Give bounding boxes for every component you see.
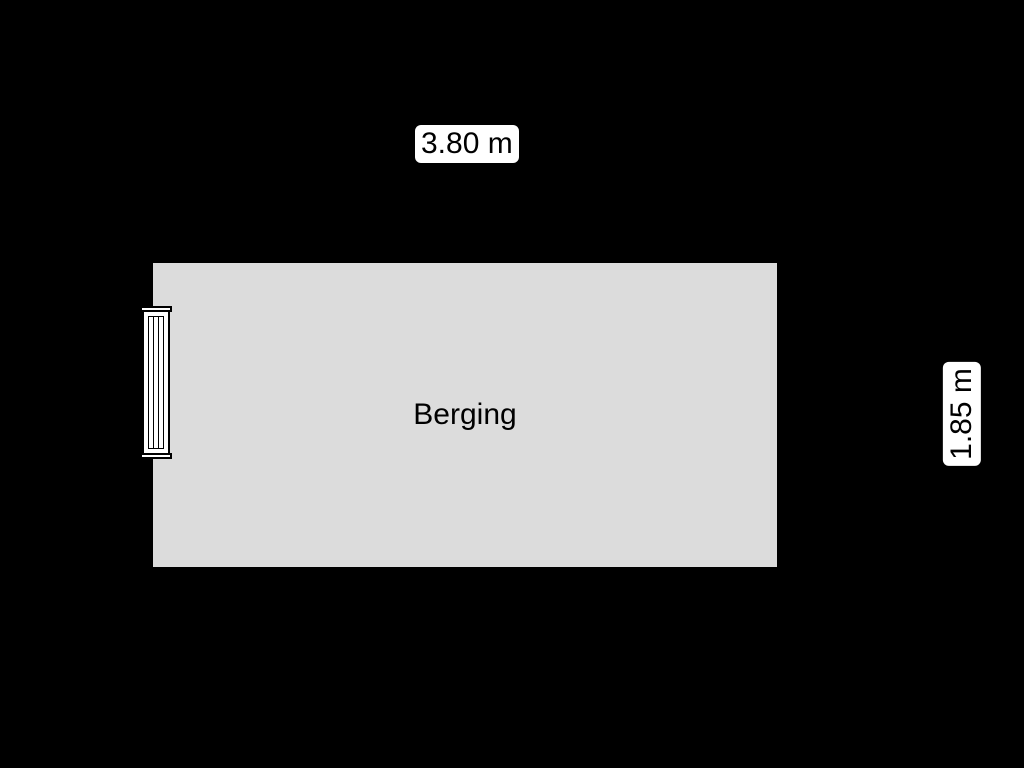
- door: [142, 310, 170, 455]
- door-divider-1: [153, 316, 154, 449]
- dimension-width-label: 3.80 m: [415, 125, 519, 163]
- door-panel: [148, 316, 164, 449]
- dimension-height-label: 1.85 m: [943, 362, 981, 466]
- door-divider-2: [158, 316, 159, 449]
- door-cap-bottom: [140, 453, 172, 459]
- room-berging: Berging: [150, 260, 780, 570]
- door-cap-top: [140, 306, 172, 312]
- room-label: Berging: [413, 398, 516, 432]
